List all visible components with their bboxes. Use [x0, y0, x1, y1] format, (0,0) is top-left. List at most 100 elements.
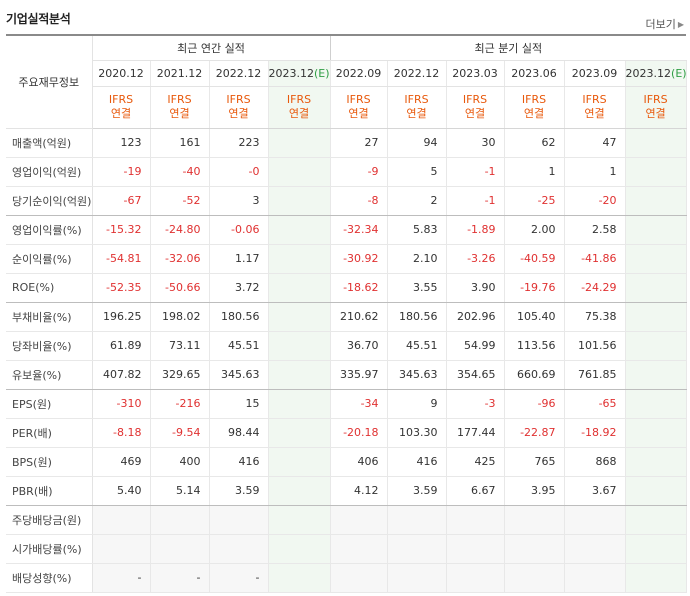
value-cell [446, 505, 505, 535]
value-cell [329, 505, 388, 535]
chevron-right-icon: ▶ [677, 19, 684, 29]
value-cell: -9.54 [150, 418, 210, 448]
period-header-row: 2020.12 2021.12 2022.12 2023.12(E) 2022.09 20… [6, 60, 687, 87]
consolidated-label: 연결 [464, 107, 486, 120]
table-row: 배당성향(%) - - - [6, 563, 687, 593]
value-cell: 210.62 [329, 302, 388, 332]
value-cell: -0.06 [209, 215, 269, 245]
ifrs-cell: IFRS 연결 [446, 86, 505, 129]
row-label: ROE(%) [6, 273, 93, 303]
value-cell: 2.10 [387, 244, 447, 274]
period-header: 2023.12(E) [268, 60, 331, 87]
value-cell: 1.17 [209, 244, 269, 274]
consolidated-label: 연결 [523, 107, 545, 120]
value-cell [268, 505, 331, 535]
value-cell: 198.02 [150, 302, 210, 332]
period-header: 2023.06 [504, 60, 565, 87]
value-cell: 75.38 [564, 302, 626, 332]
value-cell [625, 447, 687, 477]
value-cell: 4.12 [329, 476, 388, 506]
value-cell: -96 [504, 389, 565, 419]
table-row: 당좌비율(%) 61.89 73.11 45.51 36.70 45.51 54.99 113… [6, 331, 687, 361]
value-cell: 177.44 [446, 418, 505, 448]
value-cell: 45.51 [209, 331, 269, 361]
table-row: 영업이익률(%) -15.32 -24.80 -0.06 -32.34 5.83 -1.89… [6, 215, 687, 245]
value-cell [446, 534, 505, 564]
value-cell: -67 [92, 186, 151, 216]
section-title: 기업실적분석 [6, 12, 71, 26]
value-cell: - [150, 563, 210, 593]
table-row: BPS(원) 469 400 416 406 416 425 765 868 [6, 447, 687, 477]
value-cell: -20.18 [329, 418, 388, 448]
value-cell: 30 [446, 128, 505, 158]
value-cell: 45.51 [387, 331, 447, 361]
value-cell: 123 [92, 128, 151, 158]
value-cell: 54.99 [446, 331, 505, 361]
value-cell: 15 [209, 389, 269, 419]
ifrs-cell: IFRS 연결 [268, 86, 331, 129]
value-cell: 1 [564, 157, 626, 187]
value-cell: -9 [329, 157, 388, 187]
value-cell [504, 563, 565, 593]
quarter-group-header: 최근 분기 실적 [330, 34, 687, 61]
row-label: 당좌비율(%) [6, 331, 93, 361]
value-cell: -216 [150, 389, 210, 419]
consolidated-label: 연결 [110, 107, 132, 120]
value-cell: 416 [209, 447, 269, 477]
period-header: 2023.09 [564, 60, 626, 87]
annual-group-header: 최근 연간 실적 [92, 34, 331, 61]
value-cell [625, 157, 687, 187]
value-cell [625, 186, 687, 216]
more-link[interactable]: 더보기 ▶ [645, 16, 684, 32]
value-cell: 61.89 [92, 331, 151, 361]
value-cell [268, 476, 331, 506]
value-cell [209, 505, 269, 535]
value-cell: 335.97 [329, 360, 388, 390]
value-cell: 345.63 [387, 360, 447, 390]
value-cell [268, 447, 331, 477]
ifrs-row: IFRS 연결 IFRS 연결 IFRS 연결 IFRS 연결 IFRS 연결 IFRS 연결 IFRS… [6, 86, 687, 129]
value-cell [625, 273, 687, 303]
value-cell: 73.11 [150, 331, 210, 361]
value-cell: 105.40 [504, 302, 565, 332]
value-cell [625, 476, 687, 506]
value-cell: 3.72 [209, 273, 269, 303]
period-header: 2023.12(E) [625, 60, 687, 87]
row-label: PBR(배) [6, 476, 93, 506]
value-cell: -1.89 [446, 215, 505, 245]
value-cell: 180.56 [387, 302, 447, 332]
ifrs-cell: IFRS 연결 [150, 86, 210, 129]
value-cell: -1 [446, 157, 505, 187]
table-row: 시가배당률(%) [6, 534, 687, 564]
value-cell: 5.14 [150, 476, 210, 506]
value-cell [268, 302, 331, 332]
value-cell: 202.96 [446, 302, 505, 332]
value-cell: 223 [209, 128, 269, 158]
value-cell: -8.18 [92, 418, 151, 448]
value-cell [329, 563, 388, 593]
value-cell [625, 418, 687, 448]
period-header: 2022.12 [209, 60, 269, 87]
value-cell [625, 215, 687, 245]
table-row: 부채비율(%) 196.25 198.02 180.56 210.62 180.56 202… [6, 302, 687, 332]
row-label: PER(배) [6, 418, 93, 448]
value-cell: -1 [446, 186, 505, 216]
value-cell: 761.85 [564, 360, 626, 390]
value-cell: -40.59 [504, 244, 565, 274]
value-cell [268, 534, 331, 564]
value-cell [268, 331, 331, 361]
consolidated-label: 연결 [228, 107, 249, 120]
row-label: 시가배당률(%) [6, 534, 93, 564]
value-cell [625, 360, 687, 390]
row-label: 영업이익(억원) [6, 157, 93, 187]
period-header: 2022.12 [387, 60, 447, 87]
estimate-mark: (E) [671, 66, 687, 80]
value-cell: 47 [564, 128, 626, 158]
value-cell: -40 [150, 157, 210, 187]
value-cell: 113.56 [504, 331, 565, 361]
value-cell: 36.70 [329, 331, 388, 361]
value-cell [329, 534, 388, 564]
value-cell [268, 273, 331, 303]
value-cell: -3 [446, 389, 505, 419]
